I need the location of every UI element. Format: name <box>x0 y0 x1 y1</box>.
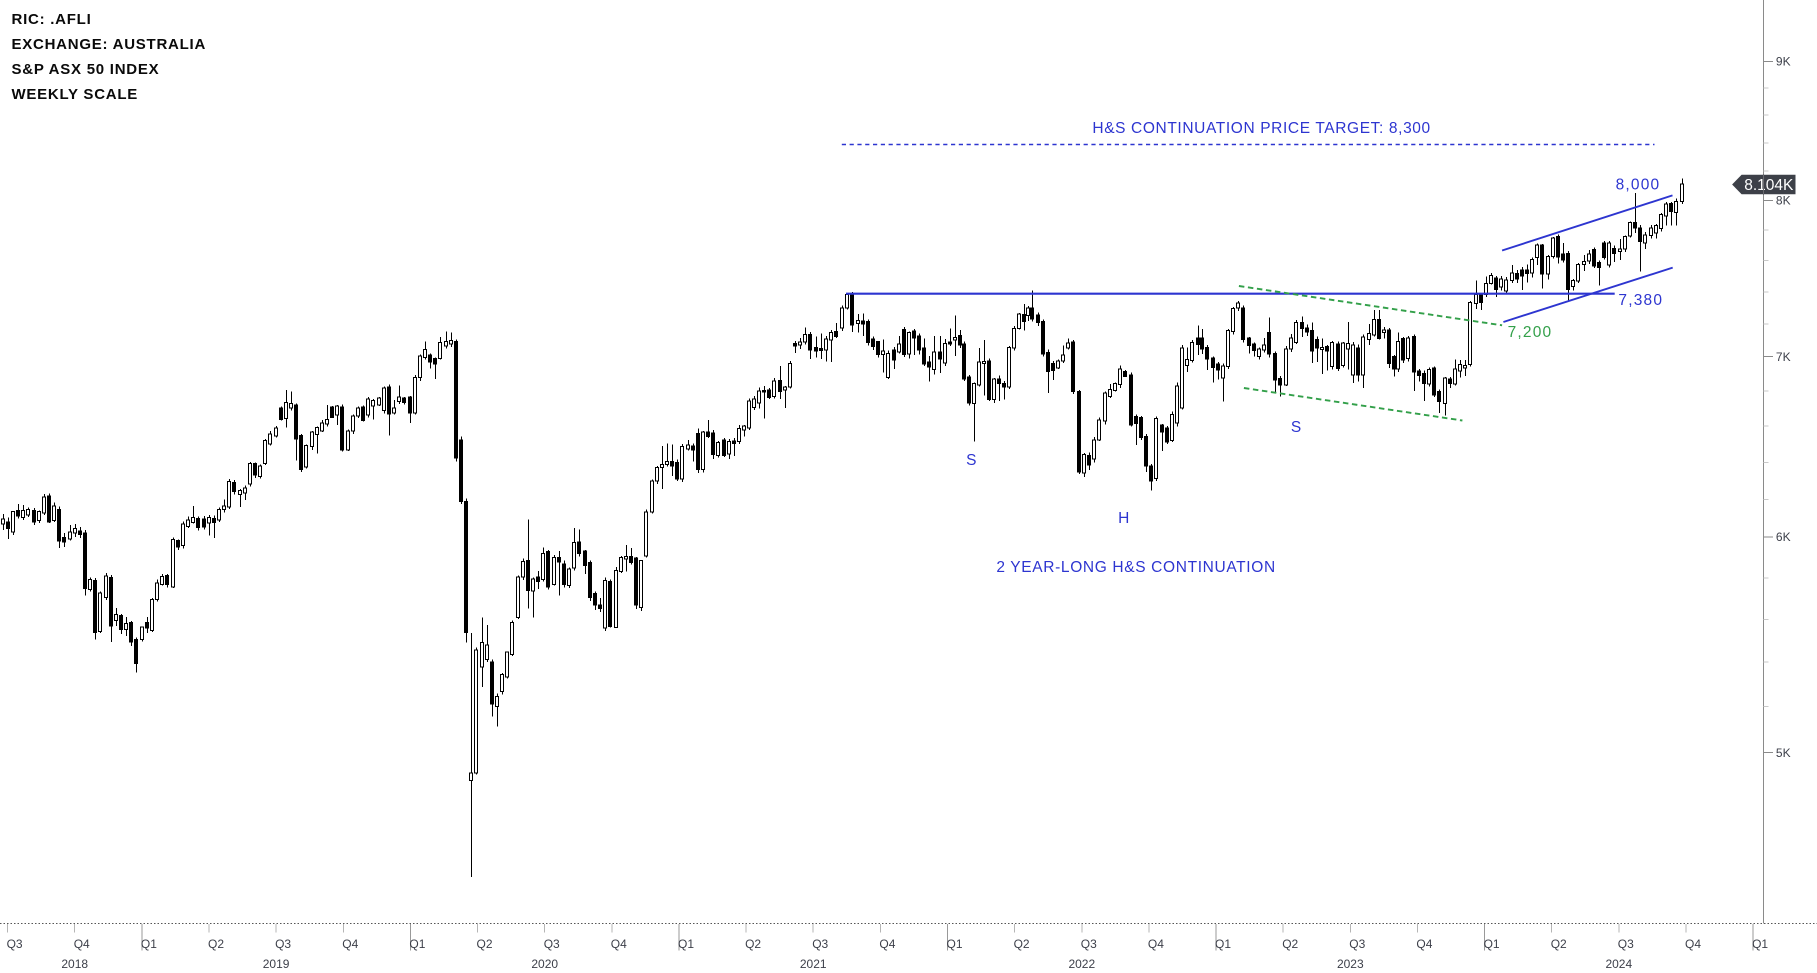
svg-text:H&S CONTINUATION PRICE TARGET:: H&S CONTINUATION PRICE TARGET: 8,300 <box>1092 120 1430 137</box>
svg-text:Q4: Q4 <box>74 937 90 951</box>
svg-text:Q1: Q1 <box>409 937 425 951</box>
svg-text:7,380: 7,380 <box>1618 292 1663 309</box>
svg-text:2020: 2020 <box>531 957 558 971</box>
svg-text:Q1: Q1 <box>141 937 157 951</box>
svg-text:Q1: Q1 <box>946 937 962 951</box>
svg-text:Q2: Q2 <box>1282 937 1298 951</box>
svg-text:Q4: Q4 <box>1416 937 1432 951</box>
svg-text:Q3: Q3 <box>275 937 291 951</box>
svg-text:EXCHANGE: AUSTRALIA: EXCHANGE: AUSTRALIA <box>12 36 207 53</box>
svg-text:Q4: Q4 <box>1148 937 1164 951</box>
svg-text:2022: 2022 <box>1068 957 1095 971</box>
svg-text:Q3: Q3 <box>544 937 560 951</box>
svg-text:7K: 7K <box>1776 350 1791 364</box>
svg-text:5K: 5K <box>1776 746 1791 760</box>
svg-text:RIC: .AFLI: RIC: .AFLI <box>12 11 92 28</box>
svg-text:Q2: Q2 <box>476 937 492 951</box>
svg-text:Q4: Q4 <box>342 937 358 951</box>
svg-text:6K: 6K <box>1776 530 1791 544</box>
svg-text:Q4: Q4 <box>879 937 895 951</box>
svg-text:S: S <box>1291 419 1301 436</box>
svg-text:8,000: 8,000 <box>1616 177 1661 194</box>
svg-text:WEEKLY SCALE: WEEKLY SCALE <box>12 86 139 103</box>
svg-text:S&P ASX 50 INDEX: S&P ASX 50 INDEX <box>12 61 160 78</box>
svg-text:8.104K: 8.104K <box>1744 177 1794 194</box>
svg-text:Q2: Q2 <box>208 937 224 951</box>
svg-text:Q3: Q3 <box>812 937 828 951</box>
svg-text:Q3: Q3 <box>1349 937 1365 951</box>
svg-text:Q2: Q2 <box>745 937 761 951</box>
svg-text:Q3: Q3 <box>1618 937 1634 951</box>
svg-text:Q2: Q2 <box>1551 937 1567 951</box>
svg-text:Q2: Q2 <box>1014 937 1030 951</box>
svg-text:S: S <box>966 452 976 469</box>
svg-text:Q1: Q1 <box>1752 937 1768 951</box>
svg-text:9K: 9K <box>1776 55 1791 69</box>
svg-text:Q4: Q4 <box>1685 937 1701 951</box>
svg-text:Q4: Q4 <box>611 937 627 951</box>
svg-text:Q1: Q1 <box>678 937 694 951</box>
svg-text:2024: 2024 <box>1605 957 1632 971</box>
svg-text:Q1: Q1 <box>1215 937 1231 951</box>
svg-text:Q3: Q3 <box>7 937 23 951</box>
svg-text:2021: 2021 <box>800 957 827 971</box>
svg-text:2019: 2019 <box>263 957 290 971</box>
svg-text:7,200: 7,200 <box>1508 324 1553 341</box>
svg-text:Q3: Q3 <box>1081 937 1097 951</box>
svg-text:8K: 8K <box>1776 194 1791 208</box>
svg-text:Q1: Q1 <box>1484 937 1500 951</box>
svg-text:2018: 2018 <box>61 957 88 971</box>
svg-text:2 YEAR-LONG H&S CONTINUATION: 2 YEAR-LONG H&S CONTINUATION <box>996 559 1275 576</box>
svg-text:2023: 2023 <box>1337 957 1364 971</box>
svg-text:H: H <box>1118 510 1129 527</box>
